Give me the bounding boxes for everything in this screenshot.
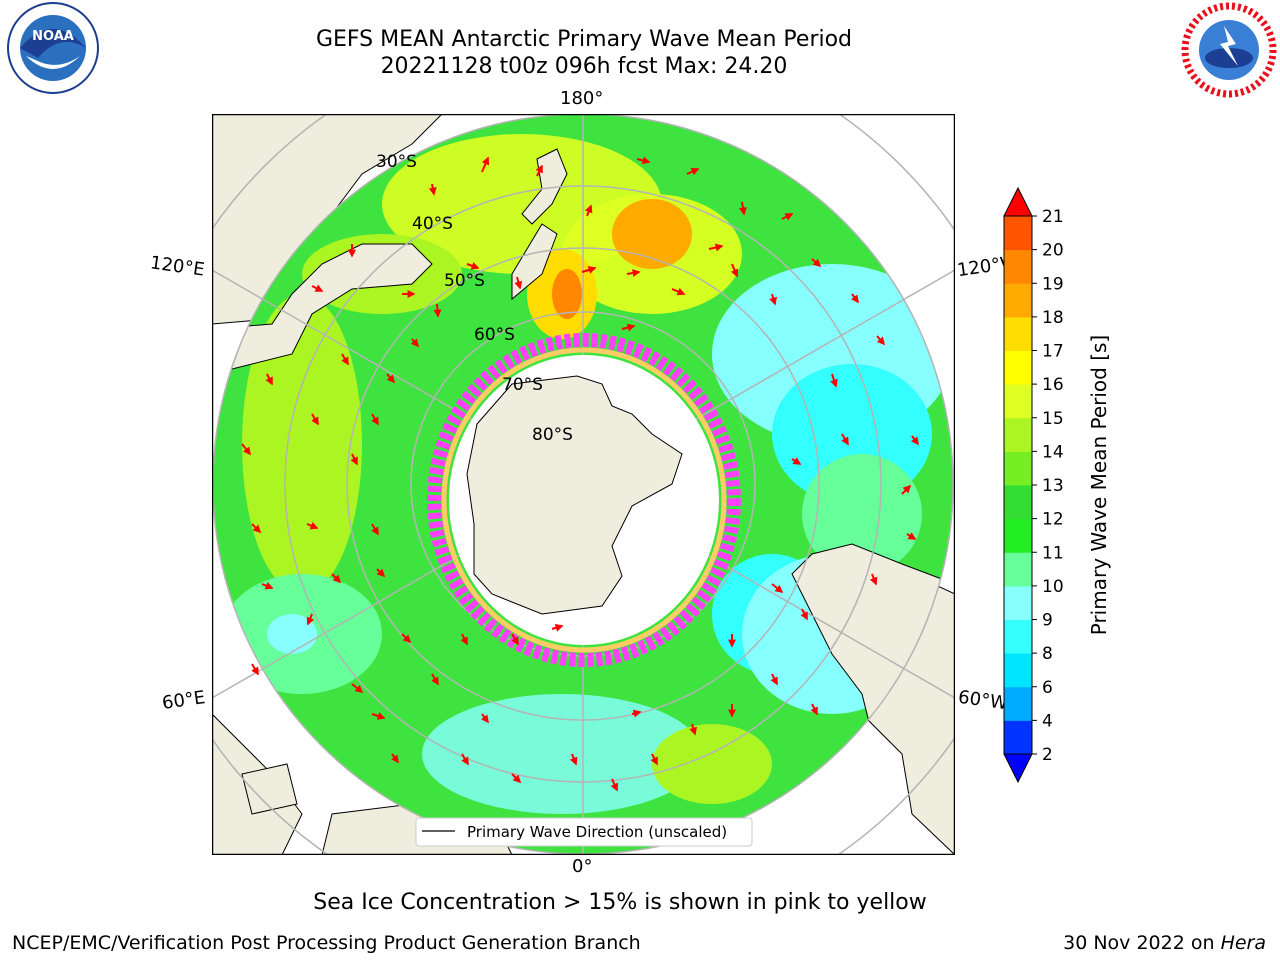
- colorbar-tick-label: 8: [1042, 644, 1053, 664]
- lat-label-80s: 80°S: [532, 425, 573, 445]
- map-panel: 30°S 40°S 50°S 60°S 70°S 80°S Primary Wa…: [212, 114, 955, 855]
- australia-newzealand-land: [213, 148, 568, 375]
- colorbar-tick-label: 20: [1042, 241, 1064, 261]
- colorbar-segment: [1004, 518, 1032, 553]
- colorbar-segment: [1004, 451, 1032, 486]
- footer-date: 30 Nov 2022 on Hera: [1063, 932, 1266, 954]
- colorbar-segment: [1004, 316, 1032, 351]
- lon-label-0: 0°: [572, 856, 593, 877]
- colorbar-segment: [1004, 485, 1032, 520]
- lon-label-180: 180°: [560, 88, 604, 109]
- colorbar-over-triangle: [1003, 186, 1033, 217]
- colorbar-tick-label: 13: [1042, 476, 1064, 496]
- lon-label-60e: 60°E: [160, 687, 207, 714]
- map-subtitle: 20221128 t00z 096h fcst Max: 24.20: [380, 54, 788, 79]
- colorbar-under-triangle: [1003, 753, 1033, 784]
- colorbar-tick-label: 21: [1042, 207, 1064, 227]
- arrow-legend: Primary Wave Direction (unscaled): [415, 817, 753, 847]
- colorbar-segment: [1004, 720, 1032, 755]
- lat-label-70s: 70°S: [502, 375, 543, 395]
- sea-ice-note: Sea Ice Concentration > 15% is shown in …: [313, 890, 927, 915]
- nws-logo: [1181, 2, 1277, 98]
- colorbar-segment: [1004, 350, 1032, 385]
- colorbar-tick-label: 12: [1042, 510, 1064, 530]
- colorbar-tick-label: 2: [1042, 745, 1053, 765]
- wave-direction-arrows: [241, 156, 919, 792]
- footer-branch: NCEP/EMC/Verification Post Processing Pr…: [12, 932, 641, 954]
- colorbar-tick-label: 18: [1042, 308, 1064, 328]
- noaa-logo-text: NOAA: [32, 29, 74, 44]
- noaa-logo: NOAA: [7, 2, 99, 94]
- colorbar-tick-label: 19: [1042, 274, 1064, 294]
- colorbar-tick-label: 17: [1042, 342, 1064, 362]
- colorbar-segment: [1004, 249, 1032, 284]
- lat-label-40s: 40°S: [412, 214, 453, 234]
- colorbar-tick-label: 9: [1042, 611, 1053, 631]
- lon-label-120e: 120°E: [148, 252, 206, 281]
- graticule-labels: 30°S 40°S 50°S 60°S 70°S 80°S: [376, 152, 573, 445]
- colorbar-segment: [1004, 216, 1032, 251]
- colorbar-segment: [1004, 653, 1032, 688]
- footer-date-text: 30 Nov 2022 on: [1063, 932, 1221, 954]
- colorbar: 2 4 6 8 9 10 11 12 13 14 15 16 17 18 19 20 21 Primary Wav…: [1003, 186, 1111, 784]
- colorbar-tick-label: 14: [1042, 442, 1064, 462]
- map-title: GEFS MEAN Antarctic Primary Wave Mean Pe…: [315, 27, 853, 52]
- colorbar-segment: [1004, 585, 1032, 620]
- lat-label-50s: 50°S: [444, 271, 485, 291]
- colorbar-segment: [1004, 619, 1032, 654]
- colorbar-tick-label: 16: [1042, 375, 1064, 395]
- colorbar-tick-label: 11: [1042, 543, 1064, 563]
- colorbar-segment: [1004, 686, 1032, 721]
- antarctica: [449, 355, 719, 645]
- sea-ice-ring: [427, 333, 741, 667]
- arrow-legend-label: Primary Wave Direction (unscaled): [467, 823, 727, 841]
- colorbar-tick-label: 10: [1042, 577, 1064, 597]
- colorbar-segment: [1004, 552, 1032, 587]
- footer-host: Hera: [1220, 932, 1266, 954]
- colorbar-segment: [1004, 417, 1032, 452]
- colorbar-tick-label: 4: [1042, 711, 1053, 731]
- colorbar-label: Primary Wave Mean Period [s]: [1087, 335, 1111, 636]
- colorbar-tick-label: 6: [1042, 678, 1053, 698]
- lat-label-60s: 60°S: [474, 325, 515, 345]
- colorbar-tick-label: 15: [1042, 409, 1064, 429]
- lat-label-30s: 30°S: [376, 152, 417, 172]
- map-frame: [212, 114, 955, 855]
- colorbar-segment: [1004, 384, 1032, 419]
- colorbar-segment: [1004, 283, 1032, 318]
